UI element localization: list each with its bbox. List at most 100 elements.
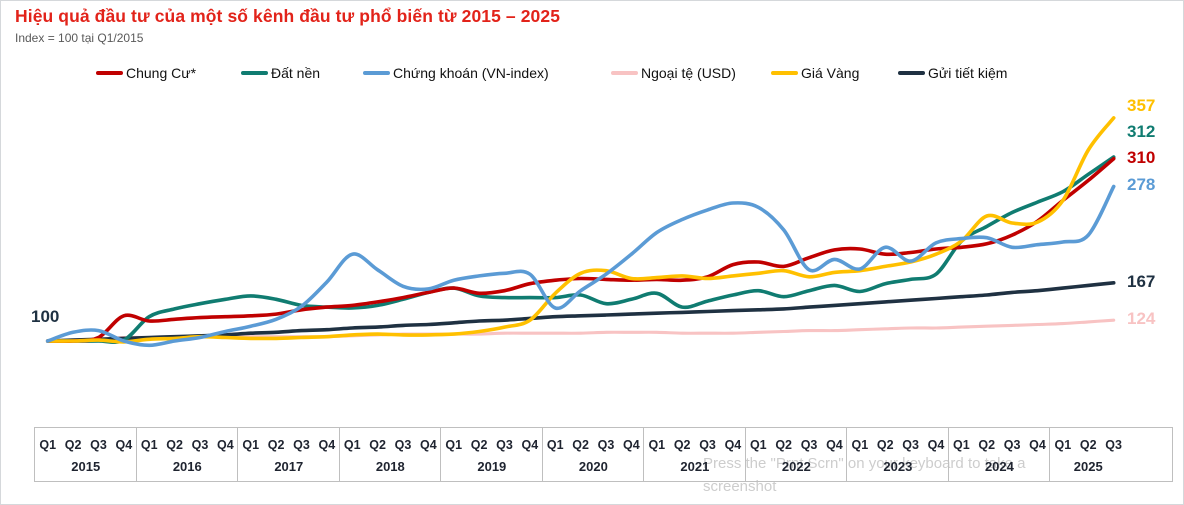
quarter-label: Q3 — [293, 438, 310, 452]
quarter-label: Q1 — [242, 438, 260, 452]
legend-label: Chứng khoán (VN-index) — [393, 65, 549, 81]
year-group-2017: Q1 Q2 Q3 Q4 2017 — [237, 428, 339, 481]
year-group-2020: Q1 Q2 Q3 Q4 2020 — [541, 428, 644, 481]
legend-label: Gửi tiết kiệm — [928, 65, 1008, 81]
end-value-label-357: 357 — [1127, 96, 1156, 115]
legend-swatch — [96, 71, 123, 75]
year-label: 2021 — [680, 459, 710, 474]
quarter-label: Q3 — [1105, 438, 1122, 452]
quarter-label: Q1 — [39, 438, 57, 452]
quarter-label: Q3 — [496, 438, 513, 452]
quarter-label: Q3 — [902, 438, 919, 452]
series-line-4 — [46, 318, 1116, 343]
quarter-label: Q2 — [876, 438, 894, 452]
year-label: 2025 — [1073, 459, 1103, 474]
end-value-label-278: 278 — [1127, 175, 1156, 194]
series-line-3 — [45, 184, 1116, 348]
legend-swatch — [771, 71, 798, 75]
quarter-label: Q2 — [775, 438, 793, 452]
baseline-value-label: 100 — [31, 307, 60, 326]
year-label: 2018 — [375, 459, 405, 474]
quarter-label: Q1 — [952, 438, 970, 452]
quarter-label: Q1 — [749, 438, 767, 452]
quarter-label: Q3 — [699, 438, 716, 452]
quarter-label: Q4 — [521, 438, 539, 452]
quarter-label: Q3 — [90, 438, 107, 452]
legend-label: Chung Cư* — [126, 65, 197, 81]
end-value-label-312: 312 — [1127, 122, 1156, 141]
year-label: 2019 — [477, 459, 507, 474]
x-axis-table: Q1 Q2 Q3 Q4 2015 Q1 Q2 Q3 Q4 2016 Q1 Q2 Q3 Q4 2017 Q1 Q2… — [34, 427, 1174, 482]
year-group-2022: Q1 Q2 Q3 Q4 2022 — [744, 428, 847, 481]
quarter-label: Q2 — [1079, 438, 1097, 452]
quarter-label: Q4 — [216, 438, 234, 452]
quarter-label: Q4 — [724, 438, 742, 452]
legend-label: Ngoại tệ (USD) — [641, 65, 736, 81]
quarter-label: Q1 — [546, 438, 564, 452]
year-label: 2022 — [781, 459, 811, 474]
index-base-note: Index = 100 tại Q1/2015 — [15, 31, 144, 45]
quarter-label: Q1 — [343, 438, 361, 452]
end-value-label-310: 310 — [1127, 148, 1156, 167]
quarter-label: Q3 — [800, 438, 818, 452]
year-group-2019: Q1 Q2 Q3 Q4 2019 — [440, 428, 542, 481]
legend-item-4: Ngoại tệ (USD) — [611, 63, 736, 83]
quarter-label: Q2 — [267, 438, 285, 452]
quarter-label: Q3 — [1003, 438, 1021, 452]
quarter-label: Q1 — [648, 438, 666, 452]
quarter-label: Q4 — [115, 438, 133, 452]
quarter-label: Q4 — [927, 438, 945, 452]
year-group-2016: Q1 Q2 Q3 Q4 2016 — [135, 428, 238, 481]
quarter-label: Q1 — [445, 438, 463, 452]
series-line-1 — [45, 156, 1116, 344]
quarter-label: Q4 — [826, 438, 843, 452]
quarter-label: Q2 — [64, 438, 82, 452]
legend-item-1: Chung Cư* — [96, 63, 196, 83]
legend-swatch — [611, 71, 638, 75]
end-value-label-124: 124 — [1127, 309, 1156, 328]
quarter-label: Q2 — [470, 438, 488, 452]
legend-label: Đất nền — [271, 65, 321, 81]
quarter-label: Q2 — [978, 438, 996, 452]
quarter-label: Q4 — [420, 438, 437, 452]
quarter-label: Q1 — [1054, 438, 1072, 452]
year-label: 2017 — [274, 459, 304, 474]
legend-swatch — [241, 71, 268, 75]
quarter-label: Q2 — [166, 438, 183, 452]
year-label: 2015 — [71, 459, 101, 474]
quarter-label: Q2 — [673, 438, 691, 452]
quarter-label: Q1 — [140, 438, 158, 452]
year-label: 2020 — [578, 459, 608, 474]
chart-legend: Chung Cư* Đất nền Chứng khoán (VN-index) Ng… — [1, 63, 1183, 83]
year-label: 2024 — [984, 459, 1014, 474]
quarter-label: Q2 — [572, 438, 589, 452]
series-line-2 — [45, 155, 1116, 344]
quarter-label: Q4 — [318, 438, 336, 452]
legend-item-3: Chứng khoán (VN-index) — [363, 63, 549, 83]
end-value-label-167: 167 — [1127, 272, 1156, 291]
series-line-5 — [45, 116, 1116, 344]
year-group-2021: Q1 Q2 Q3 Q4 2021 — [643, 428, 745, 481]
quarter-label: Q3 — [597, 438, 615, 452]
year-group-2023: Q1 Q2 Q3 Q4 2023 — [846, 428, 948, 481]
page-title: Hiệu quả đầu tư của một số kênh đầu tư p… — [15, 6, 561, 26]
quarter-label: Q1 — [851, 438, 869, 452]
quarter-label: Q4 — [623, 438, 640, 452]
quarter-label: Q3 — [394, 438, 412, 452]
year-label: 2016 — [172, 459, 202, 474]
quarter-label: Q4 — [1029, 438, 1046, 452]
legend-swatch — [363, 71, 390, 75]
legend-swatch — [898, 71, 925, 75]
legend-item-6: Gửi tiết kiệm — [898, 63, 1007, 83]
quarter-label: Q3 — [191, 438, 209, 452]
year-group-2025: Q1 Q2 Q3 2025 — [1049, 428, 1174, 481]
series-line-6 — [45, 281, 1116, 343]
quarter-label: Q2 — [369, 438, 386, 452]
year-group-2024: Q1 Q2 Q3 Q4 2024 — [947, 428, 1050, 481]
legend-item-5: Giá Vàng — [771, 63, 859, 83]
legend-label: Giá Vàng — [801, 65, 860, 81]
year-group-2015: Q1 Q2 Q3 Q4 2015 — [34, 428, 136, 481]
year-label: 2023 — [883, 459, 913, 474]
legend-item-2: Đất nền — [241, 63, 320, 83]
